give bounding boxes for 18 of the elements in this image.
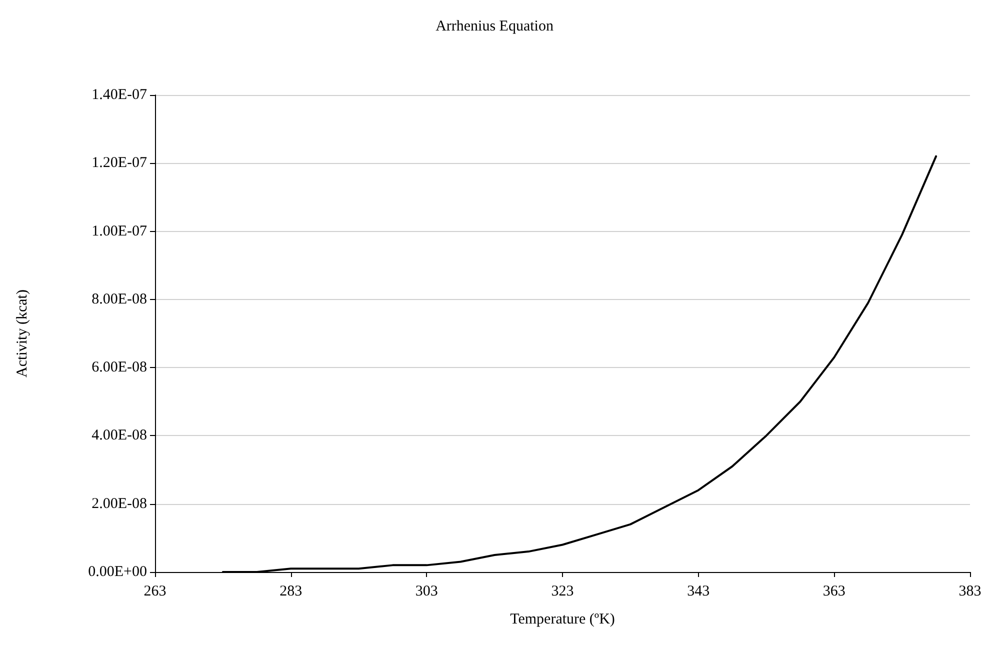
y-tick-label: 4.00E-08 [92, 428, 147, 444]
x-tick-label: 363 [822, 584, 846, 600]
y-tick-label: 6.00E-08 [92, 360, 147, 376]
x-tick-label: 303 [415, 584, 438, 600]
y-tick-label: 2.00E-08 [92, 496, 147, 512]
y-axis-title: Activity (kcat) [14, 290, 30, 378]
x-tick-label: 283 [280, 584, 302, 600]
x-tick-label: 383 [958, 584, 982, 600]
x-tick-label: 323 [551, 584, 574, 600]
x-tick-label: 263 [144, 584, 166, 600]
y-tick-label: 0.00E+00 [88, 564, 147, 580]
x-tick-label: 343 [687, 584, 710, 600]
chart-title: Arrhenius Equation [436, 18, 554, 34]
y-tick-label: 1.00E-07 [92, 223, 148, 240]
y-tick-label: 1.40E-07 [92, 87, 148, 103]
y-tick-label: 8.00E-08 [92, 291, 147, 308]
y-tick-label: 1.20E-07 [92, 155, 148, 172]
x-axis-title: Temperature (ºK) [510, 612, 615, 628]
